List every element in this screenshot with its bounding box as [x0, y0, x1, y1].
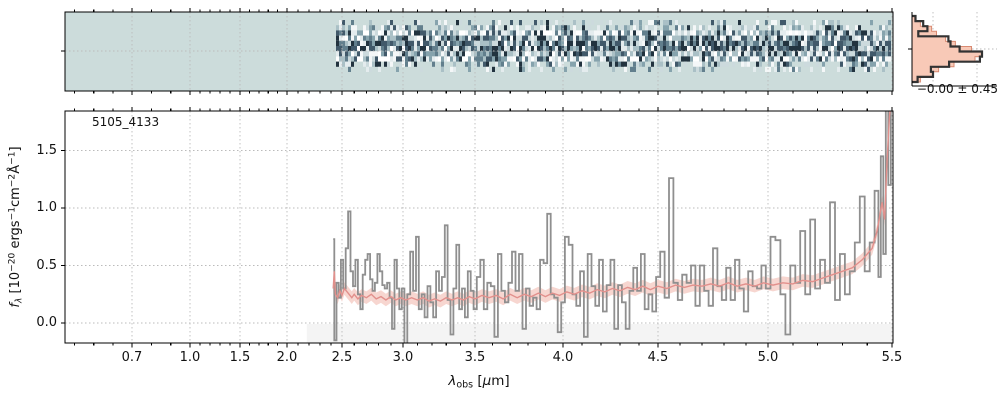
histogram-data-outline: [912, 14, 984, 84]
flux-spectrum-line: [333, 111, 892, 343]
error-line: [332, 111, 891, 302]
spec2d-noise-image: [336, 20, 891, 72]
axis-ticks: [61, 8, 912, 348]
error-band: [333, 111, 891, 308]
